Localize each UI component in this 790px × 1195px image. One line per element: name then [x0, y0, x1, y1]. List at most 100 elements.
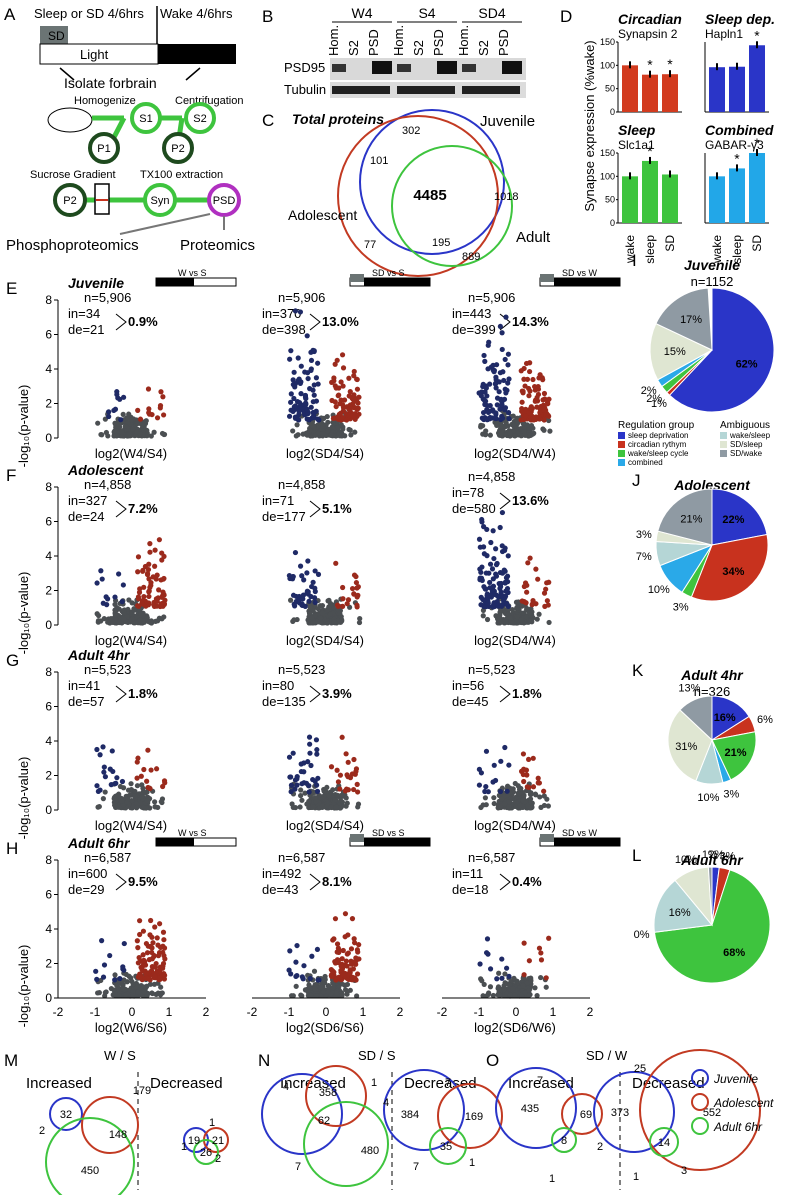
increased-count: in=41 [68, 678, 100, 693]
data-point [304, 333, 310, 339]
bar [662, 74, 678, 112]
tick-label: -2 [53, 1005, 64, 1019]
bracket [499, 492, 511, 510]
tick-label: 2 [45, 584, 52, 598]
data-point [119, 798, 125, 805]
increased-count: in=443 [452, 306, 491, 321]
legend-swatch [618, 450, 625, 457]
data-point [307, 750, 313, 756]
data-point [543, 984, 549, 990]
data-point [293, 959, 299, 965]
venn-count: 7 [537, 1075, 543, 1087]
tick-label: 8 [45, 853, 52, 867]
n-count: n=4,858 [84, 477, 131, 492]
schedule-dark [156, 838, 194, 846]
data-point [339, 964, 345, 970]
node-s2 [184, 102, 216, 134]
data-point [159, 557, 165, 563]
data-point [348, 946, 355, 952]
x-cat-label: wake [710, 235, 724, 264]
data-point [309, 953, 315, 959]
data-point [476, 782, 483, 788]
data-point [94, 746, 100, 753]
data-point [501, 801, 508, 807]
data-point [130, 981, 136, 987]
data-point [497, 524, 503, 531]
data-point [342, 911, 349, 917]
data-point [323, 789, 329, 795]
data-point [153, 596, 159, 602]
data-point [485, 951, 491, 957]
data-point [313, 408, 319, 414]
legend-label: Juvenile [713, 1072, 758, 1086]
node-psd [207, 183, 241, 217]
data-point [477, 961, 483, 967]
data-point [110, 768, 116, 775]
panel-letter: J [632, 471, 641, 490]
pie-label: 68% [723, 947, 745, 959]
data-point [347, 389, 353, 395]
decreased-count: de=45 [452, 694, 489, 709]
data-point [357, 616, 363, 622]
data-point [484, 393, 490, 399]
data-point [502, 980, 508, 986]
data-point [317, 615, 324, 621]
lane-label: Hom. [326, 25, 341, 56]
bar [709, 67, 725, 112]
data-point [535, 384, 541, 390]
data-point [490, 586, 496, 592]
data-point [109, 748, 115, 754]
data-point [318, 993, 324, 999]
data-point [506, 804, 512, 810]
x-cat-label: wake [623, 235, 637, 264]
data-point [288, 782, 295, 788]
data-point [493, 573, 500, 579]
data-point [352, 416, 358, 422]
data-point [137, 416, 144, 422]
data-point [156, 587, 162, 593]
data-point [116, 619, 122, 626]
data-point [141, 593, 147, 600]
decreased-count: de=18 [452, 882, 489, 897]
data-point [111, 407, 117, 414]
data-point [330, 787, 336, 793]
data-point [484, 936, 491, 942]
data-point [101, 616, 107, 622]
data-point [296, 596, 302, 603]
gene-label: Hapln1 [705, 27, 743, 41]
data-point [335, 393, 341, 399]
data-point [356, 942, 362, 948]
tick-label: 50 [605, 195, 615, 205]
data-point [100, 796, 106, 802]
data-point [511, 423, 517, 429]
arrow [59, 67, 75, 81]
data-point [126, 973, 132, 979]
data-point [158, 984, 164, 990]
tick-label: 6 [45, 328, 52, 342]
data-point [311, 392, 317, 398]
data-point [502, 407, 508, 413]
data-point [541, 590, 548, 596]
sd-box [40, 26, 68, 44]
data-point [149, 934, 155, 940]
venn-circle [193, 1139, 219, 1165]
venn-title: SD / S [358, 1048, 396, 1063]
x-axis-label: log2(SD4/S4) [286, 633, 364, 648]
decreased-count: de=24 [68, 509, 105, 524]
adolescent-label: Adolescent [288, 207, 357, 223]
data-point [324, 413, 330, 420]
bar-title: Sleep [618, 122, 656, 138]
data-point [100, 600, 106, 606]
data-point [324, 428, 331, 434]
data-point [489, 566, 496, 572]
data-point [297, 804, 303, 810]
y-axis-label: -log₁₀(p-value) [16, 572, 31, 655]
data-point [147, 541, 153, 547]
pie-title: Adult 6hr [680, 852, 744, 868]
data-point [119, 599, 125, 605]
data-point [506, 415, 512, 422]
data-point [97, 752, 103, 758]
